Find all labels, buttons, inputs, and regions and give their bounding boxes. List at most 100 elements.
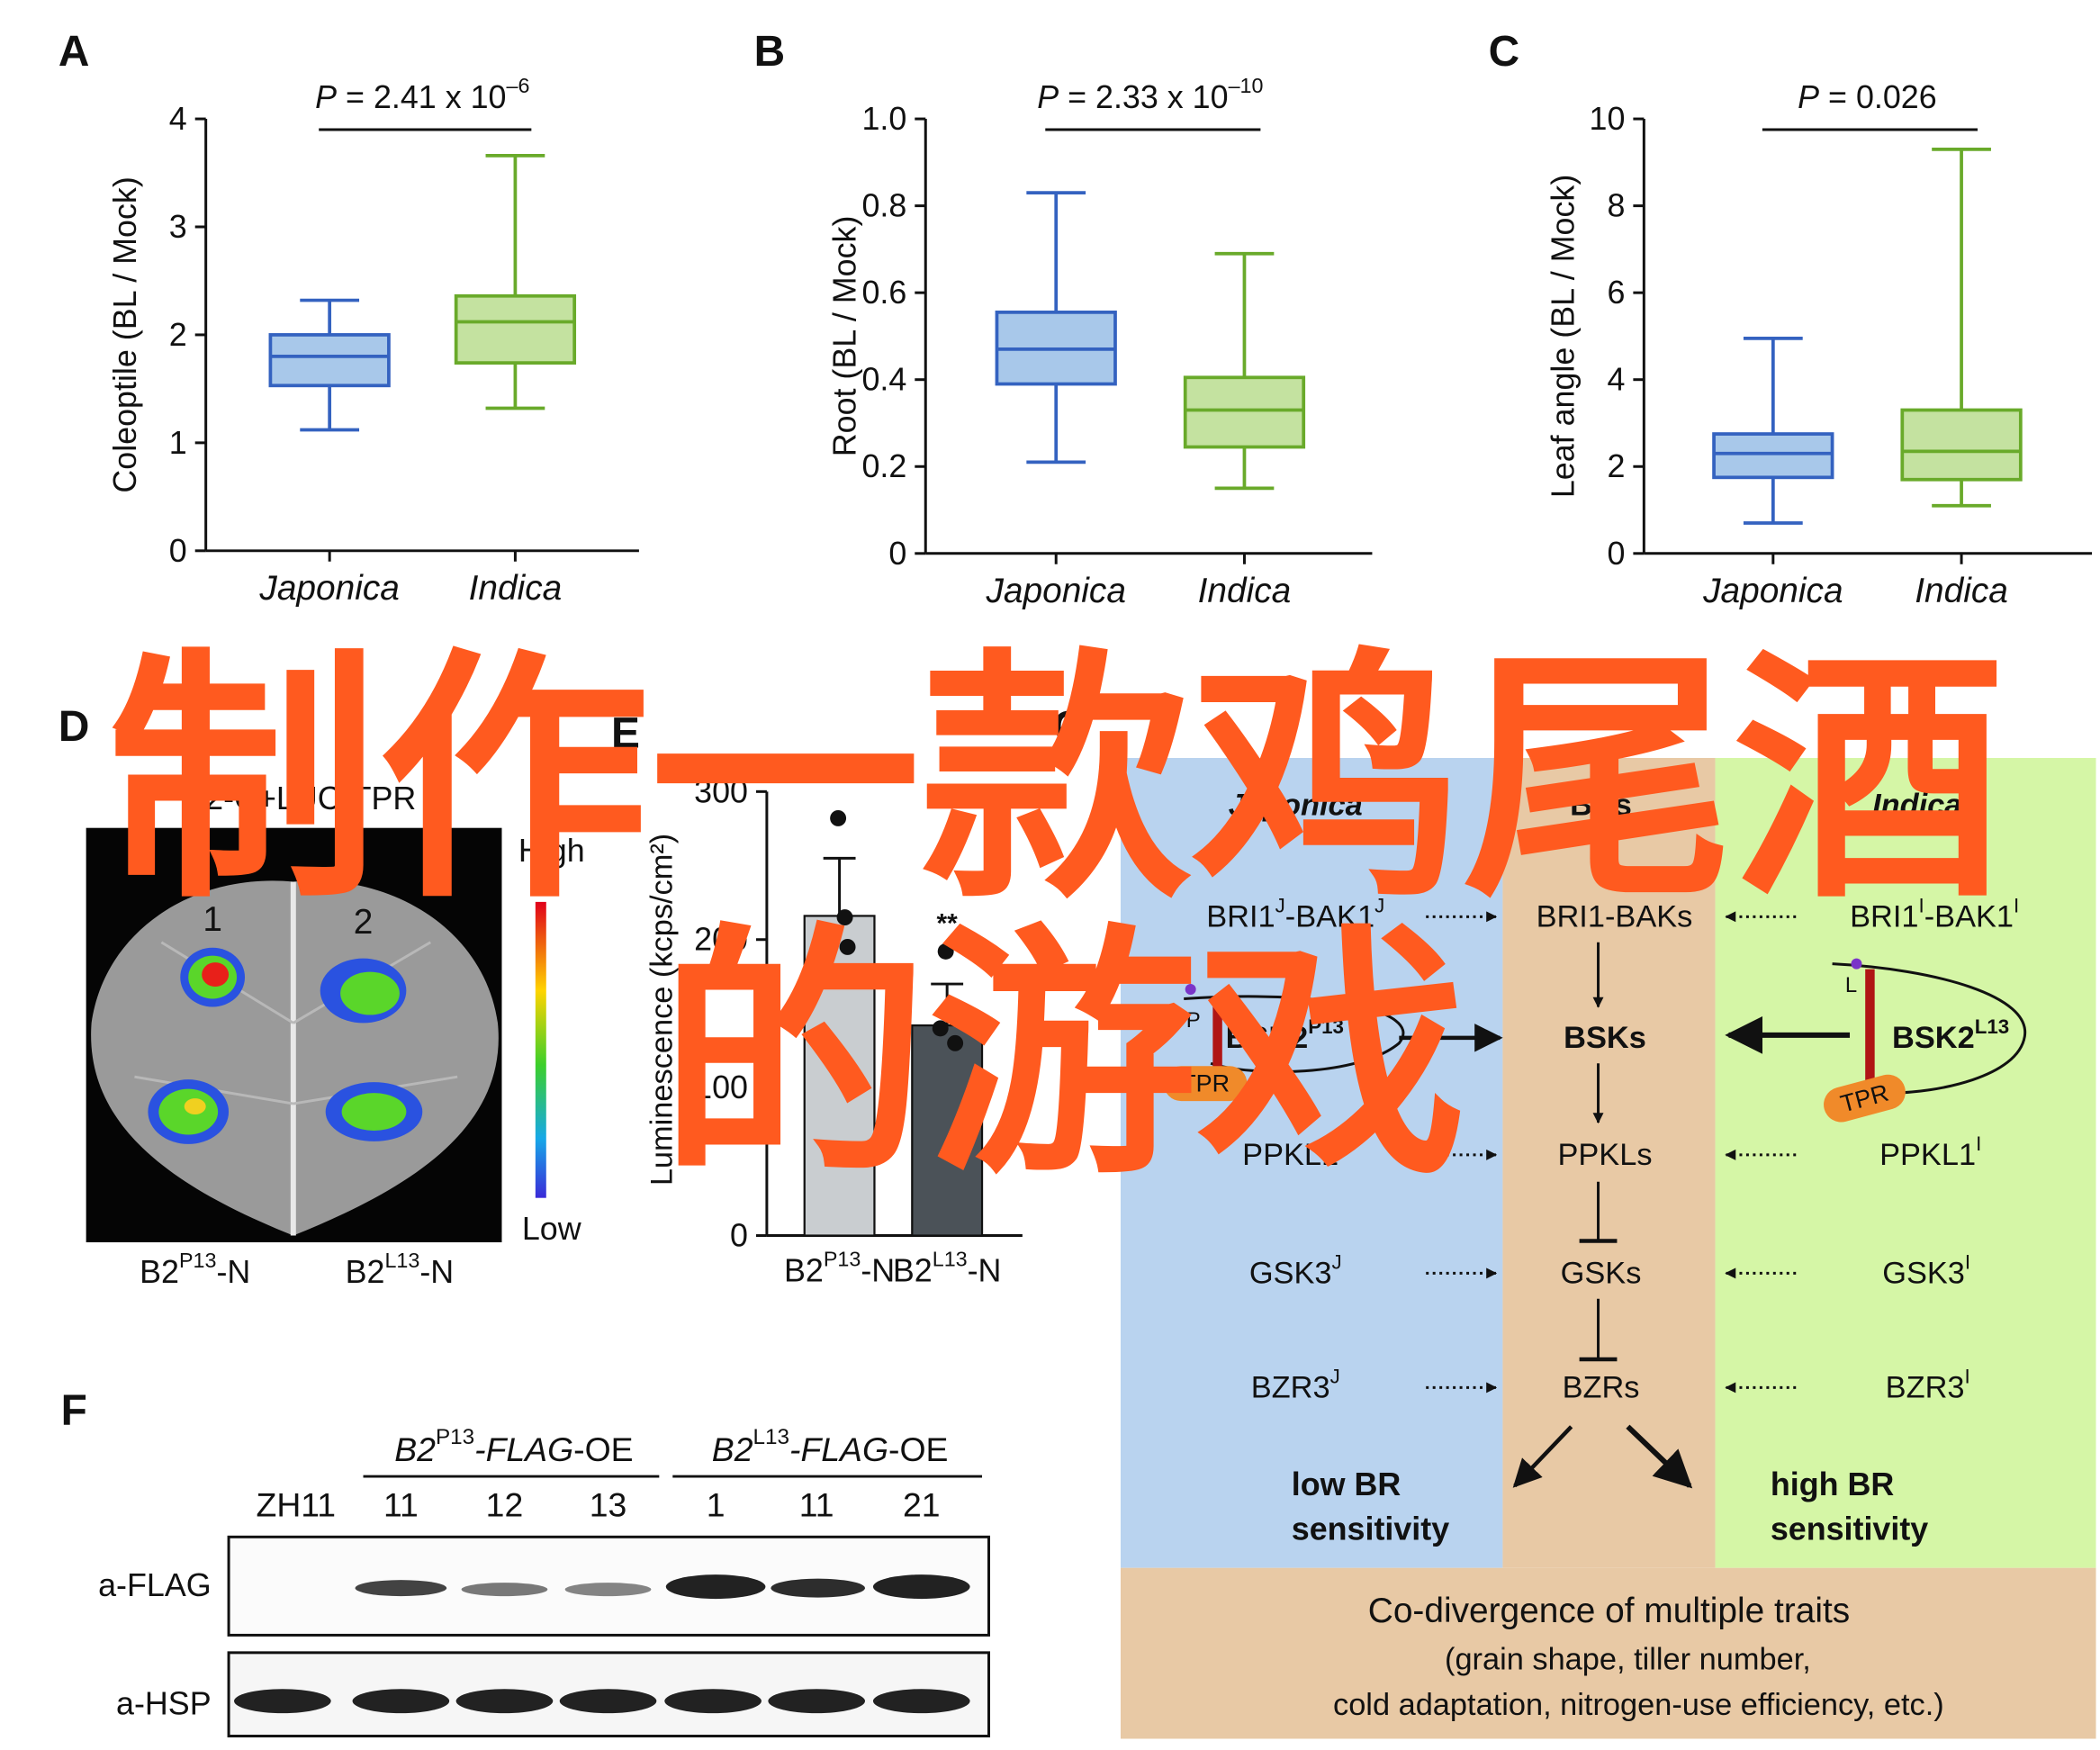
y-axis-label: Luminescence (kcps/cm²) (644, 834, 679, 1186)
spot-label: 2 (354, 903, 374, 942)
pathway-node-part: J (1275, 894, 1285, 916)
pathway-node-part: PPKL1 (1879, 1138, 1976, 1172)
tpr-label: TPR (1181, 1070, 1230, 1097)
residue: P (1186, 1008, 1201, 1033)
p-value-part: = 0.026 (1819, 79, 1937, 115)
lane-label: 1 (707, 1485, 726, 1523)
row-label: a-HSP (116, 1686, 212, 1722)
lane-label: 11 (799, 1485, 834, 1523)
x-tick-label-part: -N (968, 1252, 1002, 1288)
pathway-node: GSK3J (1249, 1250, 1342, 1290)
pathway-node: GSKs (1561, 1256, 1642, 1290)
leaf-bottom-label-part: B2 (140, 1254, 179, 1290)
lane-label: 11 (383, 1485, 419, 1523)
footer-line: Co-divergence of multiple traits (1368, 1592, 1850, 1630)
x-tick-label-part: B2 (784, 1252, 824, 1288)
outcome-label: sensitivity (1292, 1511, 1449, 1547)
pathway-node-part: J (1332, 1250, 1342, 1273)
x-tick-label: B2L13-N (893, 1247, 1002, 1288)
lane-label: ZH11 (257, 1485, 337, 1523)
box (454, 293, 577, 365)
group-label: B2P13-FLAG-OE (394, 1425, 633, 1468)
leaf-bottom-label-part: L13 (384, 1249, 419, 1272)
footer-line: cold adaptation, nitrogen-use efficiency… (1333, 1688, 1944, 1722)
leaf-bottom-label-part: B2 (346, 1254, 385, 1290)
y-tick-label: 0 (730, 1218, 748, 1254)
y-tick-label: 6 (1607, 275, 1625, 311)
pathway-node-part: BZRs (1563, 1370, 1640, 1404)
panel-label: F (61, 1386, 87, 1434)
panel-label: A (59, 28, 90, 76)
group-label-part: -OE (888, 1430, 948, 1468)
y-tick-label: 0.8 (861, 188, 906, 224)
x-tick-label-part: P13 (824, 1247, 861, 1270)
pathway-node-part: BZR3 (1886, 1370, 1965, 1404)
y-tick-label: 200 (694, 922, 748, 958)
pathway-node-part: GSKs (1561, 1256, 1642, 1290)
y-tick-label: 10 (1590, 101, 1626, 137)
pathway-node: BSKs (1564, 1021, 1646, 1055)
y-tick-label: 300 (694, 773, 748, 809)
pathway-node-part: I (2014, 894, 2019, 916)
column-header-part: Indica (1872, 788, 1961, 822)
x-tick-label: Japonica (258, 569, 400, 608)
box (268, 333, 391, 388)
pathway-node-part: P13 (1308, 1015, 1344, 1038)
pathway-node: BZR3J (1251, 1365, 1340, 1404)
overlay-title: 的游戏 (659, 909, 1466, 1204)
x-tick-label-part: -N (861, 1252, 895, 1288)
pathway-node-part: BRI1 (1850, 899, 1918, 934)
significance: ** (937, 908, 959, 938)
pathway-node-part: PPKL1 (1242, 1138, 1338, 1172)
y-tick-label: 4 (169, 101, 187, 137)
pathway-node-part: BSK2 (1226, 1021, 1309, 1055)
pathway-node-part: L13 (1975, 1015, 2009, 1038)
pathway-node-part: J (1338, 1132, 1348, 1155)
leaf-top-label: B2-C+LUC-TPR (184, 780, 416, 816)
lane-label: 12 (486, 1485, 524, 1523)
western-blot (227, 1475, 990, 1738)
lane-label: 13 (590, 1485, 627, 1523)
column-header: Indica (1872, 788, 1961, 822)
y-tick-label: 100 (694, 1069, 748, 1105)
footer-line: (grain shape, tiller number, (1445, 1642, 1811, 1676)
pathway-node: GSK3I (1882, 1250, 1970, 1290)
y-tick-label: 8 (1607, 188, 1625, 224)
column-header-part: BRs (1570, 788, 1632, 822)
p-value-part: P (1798, 79, 1819, 115)
panel-label: D (59, 703, 90, 751)
y-axis-label: Leaf angle (BL / Mock) (1546, 175, 1582, 498)
x-tick-label: Indica (1915, 572, 2008, 610)
data-point (937, 943, 954, 960)
lane-label: 21 (903, 1485, 941, 1523)
x-tick-label-part: L13 (933, 1247, 968, 1270)
pathway-node-part: I (1918, 894, 1924, 916)
pathway-node-part: I (1976, 1132, 1981, 1155)
overlay-title: 制作一款鸡尾酒 (108, 634, 2005, 928)
scale-label: Low (522, 1211, 581, 1247)
group-label-part: L13 (753, 1425, 790, 1449)
leaf-bottom-label: B2L13-N (346, 1249, 455, 1290)
p-value: P = 0.026 (1798, 79, 1937, 115)
pathway-node-part: BRI1-BAKs (1537, 899, 1693, 934)
pathway-node-part: GSK3 (1249, 1256, 1332, 1290)
outcome-label: high BR (1771, 1466, 1895, 1502)
data-point (836, 909, 853, 926)
p-value: P = 2.41 x 10–6 (315, 74, 529, 115)
column-header: BRs (1570, 788, 1632, 822)
y-tick-label: 0 (169, 533, 187, 569)
pathway-node: BRI1-BAKs (1537, 899, 1693, 934)
y-tick-label: 1 (169, 425, 187, 461)
group-label-part: P13 (436, 1425, 474, 1449)
pathway-node-part: BSKs (1564, 1021, 1646, 1055)
leaf-bottom-label: B2P13-N (140, 1249, 250, 1290)
pathway-node-part: -BAK1 (1285, 899, 1374, 934)
pathway-node: BRI1I-BAK1I (1850, 894, 2019, 934)
p-value-part: P (1037, 79, 1059, 115)
group-label: B2L13-FLAG-OE (712, 1425, 949, 1468)
pathway-node-part: GSK3 (1882, 1256, 1965, 1290)
y-tick-label: 2 (169, 317, 187, 353)
